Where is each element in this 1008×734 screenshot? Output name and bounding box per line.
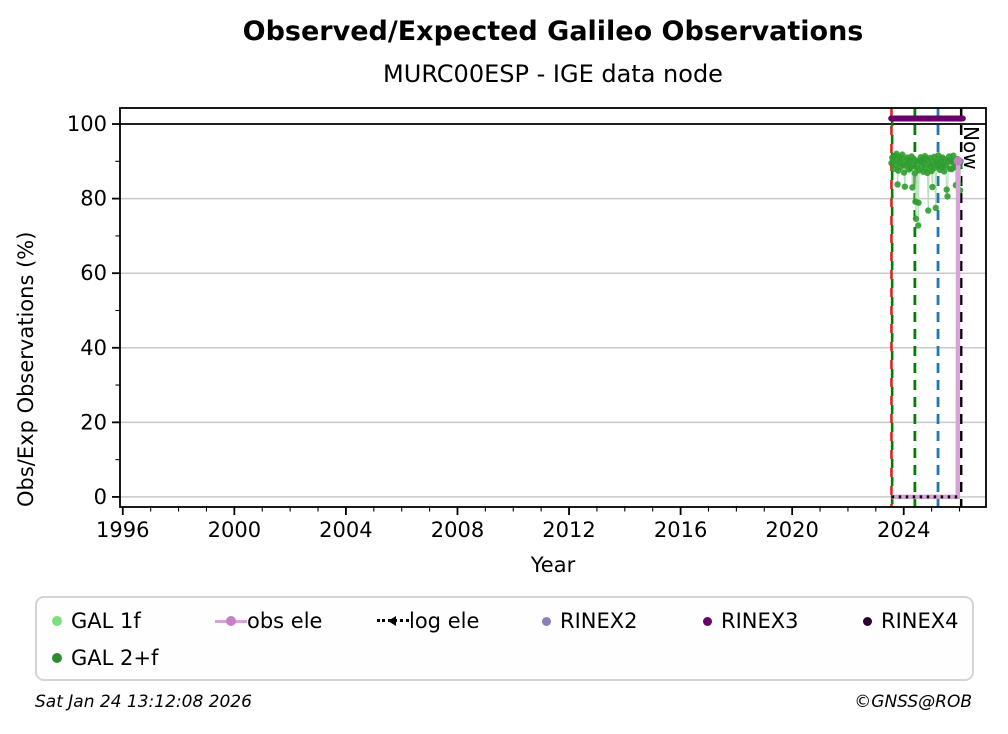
rinex3-marker-icon <box>703 616 712 626</box>
legend-item-gal-2f: GAL 2+f <box>52 645 158 671</box>
x-axis-label: Year <box>530 553 576 577</box>
svg-text:40: 40 <box>80 336 107 360</box>
svg-text:2000: 2000 <box>208 518 261 542</box>
obs-ele-marker-icon <box>215 615 247 627</box>
legend-item-rinex2: RINEX2 <box>542 608 638 634</box>
gal-1f-marker-icon <box>52 616 62 626</box>
svg-text:80: 80 <box>80 187 107 211</box>
legend-item-obs-ele: obs ele <box>215 608 322 634</box>
svg-text:60: 60 <box>80 261 107 285</box>
legend-item-rinex4: RINEX4 <box>863 608 959 634</box>
axes-spines-and-ticks <box>112 107 987 515</box>
obs-ele-series <box>891 156 963 500</box>
legend-box: GAL 1f GAL 2+f obs ele log ele RINEX2 <box>35 596 974 681</box>
svg-text:2016: 2016 <box>654 518 707 542</box>
legend-item-rinex3: RINEX3 <box>703 608 799 634</box>
svg-text:2020: 2020 <box>765 518 818 542</box>
gal-2f-marker-icon <box>52 653 62 663</box>
legend-item-log-ele: log ele <box>377 608 479 634</box>
log-ele-marker-icon <box>377 615 409 627</box>
legend-label: RINEX4 <box>881 609 959 633</box>
event-vlines <box>890 108 963 507</box>
rinex2-marker-icon <box>542 616 551 626</box>
svg-text:0: 0 <box>94 485 107 509</box>
gal-2f-series <box>888 150 964 229</box>
page-subtitle: MURC00ESP - IGE data node <box>383 60 723 88</box>
svg-text:2004: 2004 <box>319 518 372 542</box>
copyright-text: ©GNSS@ROB <box>854 692 972 712</box>
legend-label: log ele <box>409 609 480 633</box>
legend-label: GAL 1f <box>71 609 141 633</box>
svg-text:2024: 2024 <box>877 518 930 542</box>
svg-text:20: 20 <box>80 410 107 434</box>
page-title: Observed/Expected Galileo Observations <box>242 16 864 47</box>
timestamp-text: Sat Jan 24 13:12:08 2026 <box>35 692 252 712</box>
svg-text:2012: 2012 <box>542 518 595 542</box>
legend-label: GAL 2+f <box>71 646 159 670</box>
now-annotation: Now <box>959 126 983 170</box>
rinex4-marker-icon <box>863 616 872 626</box>
legend-label: obs ele <box>247 609 323 633</box>
tick-labels: 1996 2000 2004 2008 2012 2016 2020 2024 0 20 40 60 8… <box>67 112 931 542</box>
gridlines <box>120 197 986 498</box>
y-axis-label: Obs/Exp Observations (%) <box>14 231 38 507</box>
svg-text:2008: 2008 <box>431 518 484 542</box>
svg-text:1996: 1996 <box>96 518 149 542</box>
legend-label: RINEX2 <box>560 609 638 633</box>
legend-label: RINEX3 <box>721 609 799 633</box>
legend-item-gal-1f: GAL 1f <box>52 608 141 634</box>
svg-text:100: 100 <box>67 112 107 136</box>
